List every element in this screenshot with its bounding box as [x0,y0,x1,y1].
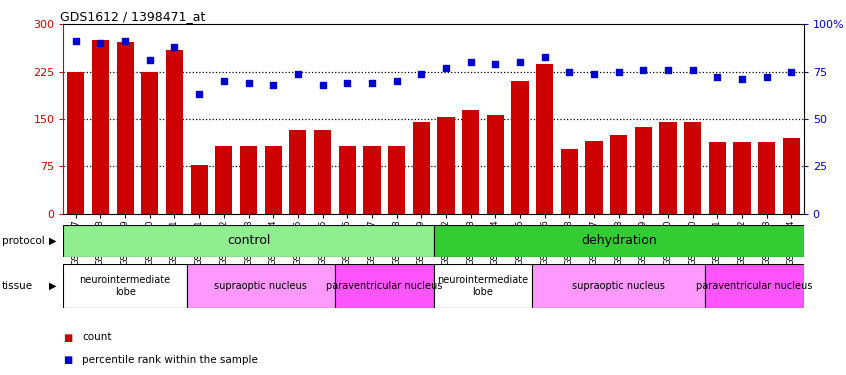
Bar [265,146,282,214]
Bar [659,122,677,214]
Bar [733,142,750,214]
Point [291,70,305,76]
Point [662,67,675,73]
Bar [314,130,331,214]
Bar [462,110,479,214]
Bar [585,141,602,214]
Text: paraventricular nucleus: paraventricular nucleus [696,281,812,291]
Text: percentile rank within the sample: percentile rank within the sample [82,355,258,365]
Bar [433,225,804,257]
Point [711,74,724,80]
Bar [338,146,356,214]
Point [316,82,329,88]
Point [563,69,576,75]
Text: dehydration: dehydration [580,234,656,248]
Bar [187,264,335,308]
Point [514,59,527,65]
Bar [63,264,187,308]
Text: ■: ■ [63,333,73,342]
Text: supraoptic nucleus: supraoptic nucleus [572,281,665,291]
Bar [289,130,306,214]
Bar [67,72,85,214]
Bar [705,264,804,308]
Point [587,70,601,76]
Text: ▶: ▶ [49,281,57,291]
Text: paraventricular nucleus: paraventricular nucleus [326,281,442,291]
Point [538,54,552,60]
Text: count: count [82,333,112,342]
Bar [758,142,775,214]
Point [735,76,749,82]
Point [143,57,157,63]
Text: supraoptic nucleus: supraoptic nucleus [214,281,307,291]
Text: ■: ■ [63,355,73,365]
Bar [709,142,726,214]
Bar [363,146,381,214]
Point [340,80,354,86]
Bar [117,42,134,214]
Point [686,67,700,73]
Bar [511,81,529,214]
Bar [413,122,430,214]
Bar [335,264,433,308]
Bar [240,146,257,214]
Bar [166,50,183,214]
Text: protocol: protocol [2,236,45,246]
Point [365,80,379,86]
Bar [63,225,433,257]
Bar [433,264,532,308]
Bar [141,72,158,214]
Point [488,61,502,67]
Point [217,78,231,84]
Text: ▶: ▶ [49,236,57,246]
Bar [634,127,652,214]
Point [636,67,650,73]
Text: neurointermediate
lobe: neurointermediate lobe [80,275,171,297]
Point [94,40,107,46]
Text: tissue: tissue [2,281,33,291]
Bar [486,115,504,214]
Point [464,59,477,65]
Point [390,78,404,84]
Bar [684,122,701,214]
Bar [610,135,627,214]
Point [439,65,453,71]
Bar [532,264,705,308]
Bar [215,146,233,214]
Point [266,82,280,88]
Point [612,69,625,75]
Point [784,69,798,75]
Bar [388,146,405,214]
Point [69,38,83,44]
Point [168,44,181,50]
Bar [561,149,578,214]
Point [118,38,132,44]
Bar [92,40,109,214]
Bar [783,138,800,214]
Text: control: control [227,234,270,248]
Text: neurointermediate
lobe: neurointermediate lobe [437,275,529,297]
Point [192,92,206,98]
Bar [190,165,208,214]
Bar [536,63,553,214]
Point [760,74,773,80]
Point [242,80,255,86]
Bar [437,117,454,214]
Point [415,70,428,76]
Text: GDS1612 / 1398471_at: GDS1612 / 1398471_at [60,10,205,23]
